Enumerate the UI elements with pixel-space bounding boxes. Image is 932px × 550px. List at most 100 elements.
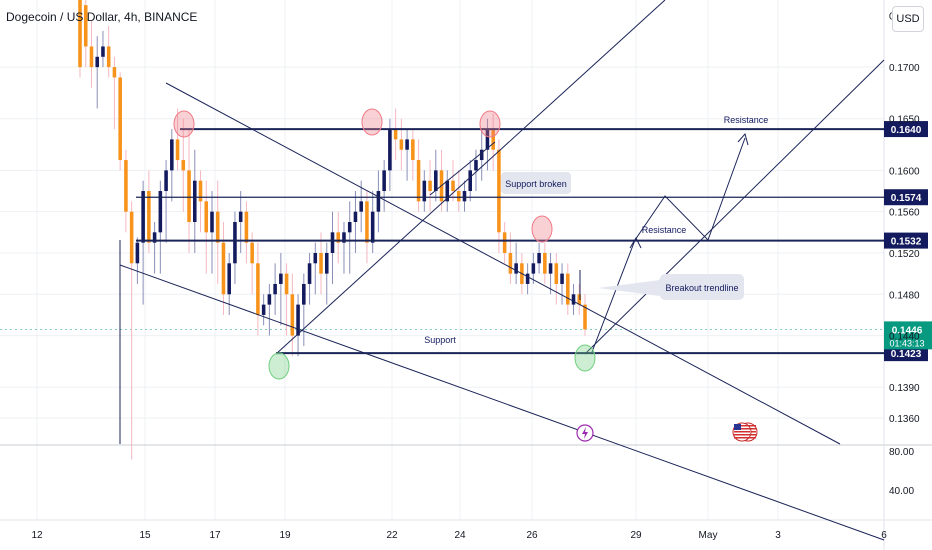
candle-body	[577, 294, 582, 305]
candle-body	[279, 273, 283, 284]
candle-body	[347, 222, 352, 233]
currency-button[interactable]: USD	[892, 6, 924, 32]
candle	[158, 180, 163, 274]
candle	[537, 242, 541, 274]
time-label: 15	[139, 530, 151, 541]
candle	[181, 118, 186, 212]
level-badge-text-mid-resistance: 0.1574	[891, 193, 922, 204]
price-tick-label: 0.1360	[889, 414, 920, 425]
candle	[187, 129, 191, 253]
candle	[554, 252, 559, 305]
candle	[491, 113, 495, 171]
us-flag-icon-stripe	[734, 425, 750, 427]
time-label: May	[699, 530, 718, 541]
current-price-badge	[884, 321, 932, 350]
candle	[198, 170, 203, 233]
oscillator-tick-label: 40.00	[889, 486, 914, 497]
candle-body	[256, 263, 260, 315]
annotations: Support broken Resistance Resistance Breako…	[173, 108, 769, 442]
candle	[474, 149, 478, 192]
candle-body	[416, 160, 421, 202]
time-label: 26	[526, 530, 538, 541]
current-price-countdown: 01:43:13	[889, 338, 924, 348]
candle	[525, 263, 530, 295]
chart-title: Dogecoin / US Dollar, 4h, BINANCE	[6, 10, 198, 24]
candle-body	[95, 56, 99, 68]
candle-body	[170, 139, 174, 171]
price-tick-label: 0.1650	[889, 115, 920, 126]
candle	[451, 160, 455, 202]
candle-body	[307, 263, 312, 284]
candle-body	[359, 201, 363, 212]
us-flag-icon-stripe	[734, 431, 750, 433]
candle-body	[497, 149, 501, 233]
candle-body	[399, 139, 404, 150]
candle	[204, 180, 209, 274]
time-label: 12	[31, 530, 43, 541]
price-tick-label: 0.1700	[889, 63, 920, 74]
candle	[543, 242, 547, 284]
candle-body	[175, 139, 180, 161]
candle	[302, 273, 306, 346]
candle	[330, 211, 335, 284]
candle	[548, 252, 553, 295]
candle-body	[566, 273, 570, 305]
candle-body	[313, 252, 318, 264]
descending-trendline-lower	[119, 264, 885, 541]
candle	[353, 191, 358, 253]
candle	[210, 191, 214, 274]
level-badge-text-support: 0.1423	[891, 349, 922, 360]
candle-body	[548, 263, 553, 274]
resistance-label-top: Resistance	[724, 115, 769, 125]
candle	[319, 232, 323, 295]
level-badge-text-resistance-top: 0.1640	[891, 125, 922, 136]
level-badge-text-resistance: 0.1532	[891, 237, 922, 248]
lightning-icon-glyph	[582, 427, 588, 439]
candle-body	[227, 263, 231, 295]
candle	[244, 201, 249, 264]
candle	[560, 263, 564, 305]
candle	[497, 139, 501, 253]
candle	[583, 294, 587, 336]
candle-body	[376, 191, 381, 212]
candle-body	[106, 46, 111, 68]
candle-body	[411, 139, 415, 161]
support-label: Support	[424, 335, 456, 345]
candle	[170, 129, 174, 202]
level-labels: 0.1640 0.1574 0.1532 0.1423 0.1446 01:43:13	[884, 121, 932, 362]
candle-body	[514, 263, 518, 274]
candle-body	[112, 67, 117, 78]
level-badge-mid-resistance	[884, 189, 928, 206]
candle-body	[554, 263, 559, 284]
price-tick-label: 0.1600	[889, 166, 920, 177]
candle-body	[101, 46, 105, 57]
price-tick-label: 0.1560	[889, 208, 920, 219]
candle	[365, 191, 369, 264]
candles-group	[78, 0, 587, 460]
candle-body	[422, 180, 427, 202]
candle-body	[485, 129, 490, 150]
candle-body	[210, 211, 214, 233]
ascending-channel-line	[275, 0, 666, 355]
candle	[238, 191, 243, 253]
candle-body	[445, 180, 450, 202]
candle-body	[428, 180, 432, 192]
candle-body	[192, 180, 197, 222]
candle-body	[560, 273, 564, 284]
time-label: 29	[630, 530, 642, 541]
candle	[290, 273, 295, 357]
resistance-circle	[479, 110, 501, 138]
candle	[359, 180, 363, 233]
candle	[106, 25, 111, 78]
candle-body	[531, 263, 536, 274]
resistance-label-mid: Resistance	[642, 225, 687, 235]
candle-body	[221, 242, 226, 295]
time-label: 3	[775, 530, 781, 541]
candle	[399, 118, 404, 171]
us-flag-icon-stripe	[734, 428, 750, 430]
candle	[118, 72, 122, 171]
candle	[571, 283, 576, 315]
projection-path	[591, 137, 746, 353]
